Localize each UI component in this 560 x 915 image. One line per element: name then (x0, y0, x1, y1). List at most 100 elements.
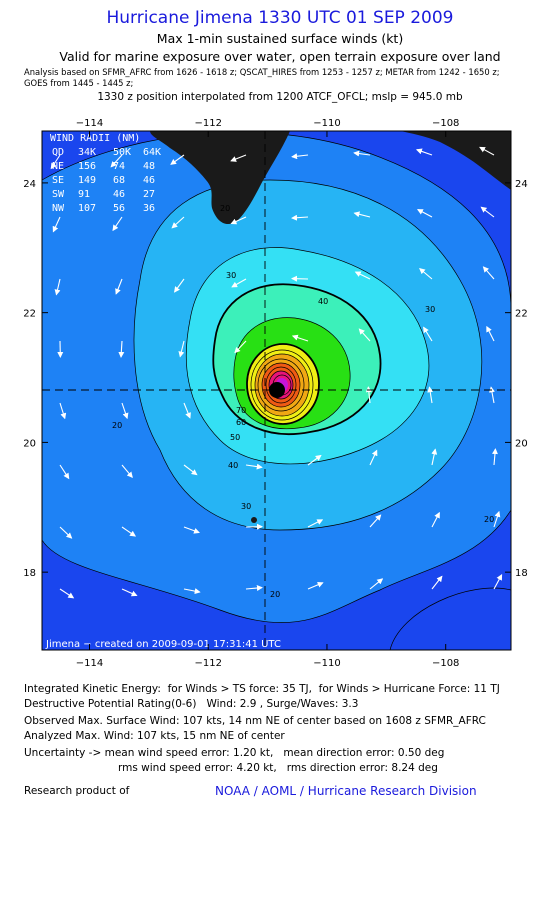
wind-vector-arrow (50, 154, 61, 170)
contour-label-40: 40 (318, 297, 328, 306)
wind-vector-arrow (118, 340, 125, 358)
wind-vector-arrow (493, 510, 501, 528)
wind-vector-arrow (121, 526, 137, 537)
wind-radii-cell: 46 (143, 175, 155, 186)
uncertainty-line-1: Uncertainty -> mean wind speed error: 1.… (24, 747, 445, 759)
lon-label-bottom: −114 (76, 658, 103, 669)
position-line: 1330 z position interpolated from 1200 A… (97, 91, 463, 103)
wind-vector-arrow (183, 588, 201, 595)
wind-vector-arrow (171, 216, 185, 229)
observed-max-line: Observed Max. Surface Wind: 107 kts, 14 … (24, 715, 486, 727)
wind-radii-cell: 48 (143, 161, 155, 172)
wind-vector-arrow (431, 575, 443, 590)
lat-label-left: 22 (23, 309, 36, 320)
wind-vector-arrow (369, 449, 378, 466)
wind-vector-arrow (183, 464, 198, 476)
wind-vector-arrow (482, 266, 495, 280)
wind-vector-arrow (431, 511, 440, 528)
wind-vector-arrow (110, 154, 123, 168)
lat-label-left: 18 (23, 568, 36, 579)
lon-label-bottom: −112 (194, 658, 221, 669)
wind-vector-arrow (59, 526, 73, 539)
wind-vector-arrow (112, 216, 123, 232)
noaa-aoml-hrd-link[interactable]: NOAA / AOML / Hurricane Research Divisio… (215, 784, 477, 798)
wind-radii-cell: NE (52, 161, 64, 172)
mainland-mexico-land (400, 131, 511, 190)
analysis-sources: Analysis based on SFMR_AFRC from 1626 - … (24, 67, 554, 89)
lat-label-right: 22 (515, 309, 528, 320)
contour-label-50: 50 (230, 433, 240, 442)
wind-vector-arrow (121, 464, 133, 479)
wind-vector-arrow (307, 519, 324, 528)
contour-label-40-south: 40 (228, 461, 238, 470)
map-credit: Jimena − created on 2009-09-01 17:31:41 … (45, 639, 281, 650)
wind-radii-cell: 156 (78, 161, 96, 172)
wind-radii-cell: 107 (78, 203, 96, 214)
wind-vector-arrow (115, 278, 123, 295)
wind-vector-arrow (353, 211, 371, 218)
plot-area: 20 20 20 20 30 30 30 40 40 50 60 70 WIND… (42, 131, 511, 650)
contour-label-30-east: 30 (425, 305, 435, 314)
lon-label-top: −110 (313, 118, 340, 129)
wind-radii-cell: 74 (113, 161, 125, 172)
wind-vector-arrow (427, 386, 434, 404)
contour-label-70: 70 (236, 406, 246, 415)
wind-vector-arrow (419, 267, 433, 280)
wind-vector-arrow (307, 581, 324, 590)
plot-frame (41, 130, 512, 651)
wind-vector-arrow (358, 328, 371, 342)
wind-vector-arrow (415, 148, 433, 156)
valid-line: Valid for marine exposure over water, op… (59, 49, 501, 64)
wind-radii-cell: 46 (113, 189, 125, 200)
wind-field-map: 20 20 20 20 30 30 30 40 40 50 60 70 WIND… (23, 118, 527, 669)
analysis-line-2: GOES from 1445 - 1445 z; (24, 78, 134, 88)
wind-radii-header-cell: 50K (113, 147, 131, 158)
analyzed-max-line: Analyzed Max. Wind: 107 kts, 15 nm NE of… (24, 730, 285, 742)
wind-vector-arrow (230, 216, 247, 225)
uncertainty-line-2: rms wind speed error: 4.20 kt, rms direc… (118, 762, 438, 774)
contour-label-30-south: 30 (241, 502, 251, 511)
wind-vector-arrow (416, 209, 433, 218)
wind-radii-cell: NW (52, 203, 65, 214)
wind-vector-arrow (121, 588, 138, 597)
wind-vector-arrow (353, 150, 371, 157)
wind-vector-arrow (431, 448, 438, 466)
island-land (251, 517, 257, 523)
wind-vector-arrow (170, 154, 185, 165)
axis-labels: −114 −114 −112 −112 −110 −110 −108 −108 24 24 22 22… (23, 118, 527, 669)
wind-vector-arrow (491, 448, 498, 466)
research-product-label: Research product of (24, 785, 130, 797)
land-masses (150, 131, 511, 523)
lat-label-left: 24 (23, 179, 36, 190)
lon-label-top: −114 (76, 118, 103, 129)
lat-label-right: 24 (515, 179, 528, 190)
wind-radii-title: WIND RADII (NM) (50, 133, 140, 144)
wind-vector-arrow (369, 514, 382, 528)
wind-vector-arrow (291, 214, 309, 221)
page-title: Hurricane Jimena 1330 UTC 01 SEP 2009 (106, 8, 454, 28)
wind-vector-arrow (307, 454, 322, 466)
contour-label-30: 30 (226, 271, 236, 280)
wind-vector-arrow (178, 340, 185, 358)
wind-vector-arrow (231, 278, 247, 288)
wind-vector-arrow (480, 206, 495, 218)
wind-vector-arrow (354, 271, 371, 280)
contour-label-group: 20 20 20 20 30 30 30 40 40 50 60 70 (112, 204, 494, 599)
wind-radii-cell: 56 (113, 203, 125, 214)
wind-vector-arrow (59, 588, 75, 599)
lon-label-bottom: −108 (432, 658, 459, 669)
contour-label-20-east: 20 (484, 515, 494, 524)
wind-vector-arrow (183, 526, 200, 534)
wind-vector-arrow (59, 464, 70, 480)
contour-label-60: 60 (236, 418, 246, 427)
wind-radii-cell: 149 (78, 175, 96, 186)
wind-vector-arrow (369, 578, 384, 590)
lon-label-bottom: −110 (313, 658, 340, 669)
ike-line: Integrated Kinetic Energy: for Winds > T… (24, 683, 500, 695)
wind-radii-table: WIND RADII (NM) QD 34K 50K 64K NE 156 74 48 SE 14… (50, 133, 161, 214)
wind-vector-arrow (59, 402, 67, 420)
wind-vector-arrow (291, 334, 309, 342)
wind-radii-cell: 36 (143, 203, 155, 214)
contour-label-20: 20 (220, 204, 230, 213)
wind-vector-arrow (486, 325, 495, 342)
